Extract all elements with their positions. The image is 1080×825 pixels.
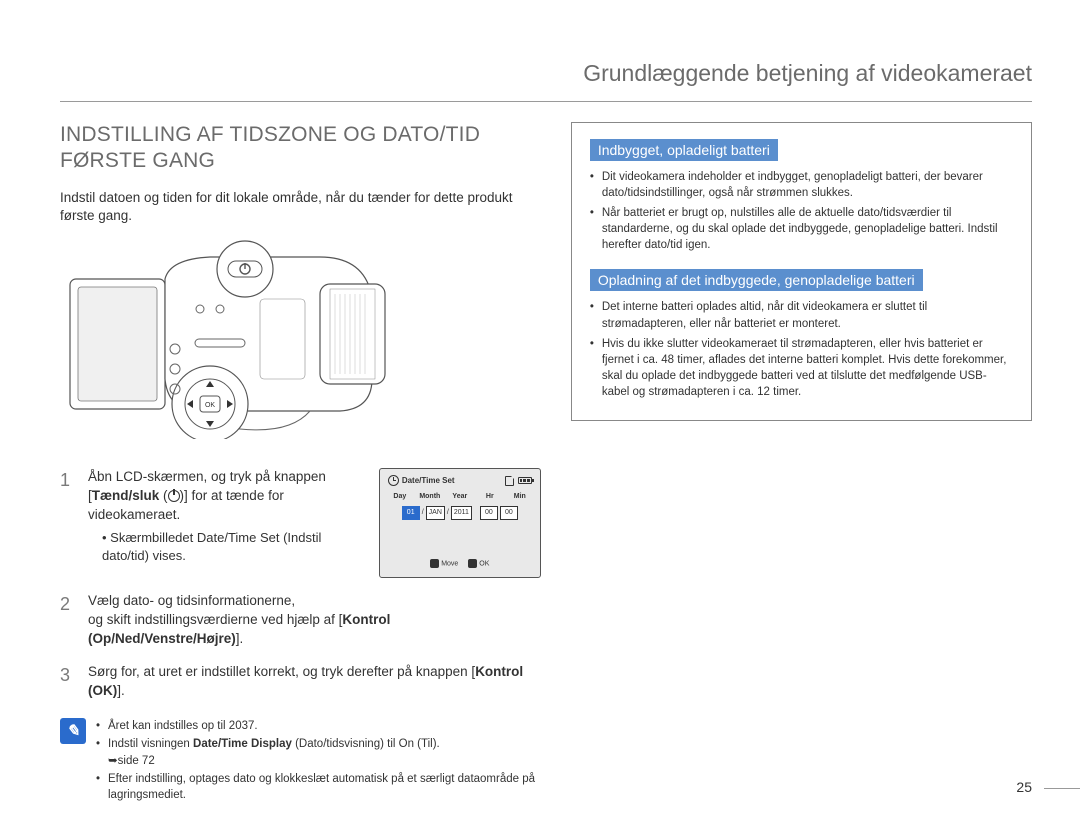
note-icon: ✎	[60, 718, 86, 744]
arrow-icon: ➥	[108, 755, 118, 767]
step-3-number: 3	[60, 663, 78, 701]
step-1-bullet: Skærmbilledet Date/Time Set (Indstil dat…	[102, 529, 365, 565]
note-2c: (Dato/tidsvisning) til On (Til).	[292, 738, 440, 750]
step-1-body: Åbn LCD-skærmen, og tryk på knappen [Tæn…	[88, 468, 365, 565]
box1-title: Indbygget, opladeligt batteri	[590, 139, 778, 161]
step-1-bold: Tænd/sluk	[92, 488, 160, 503]
lcd-title: Date/Time Set	[402, 475, 455, 486]
step-2-body: Vælg dato- og tidsinformationerne, og sk…	[88, 592, 541, 649]
card-icon	[505, 476, 514, 486]
step-2-number: 2	[60, 592, 78, 649]
lcd-hr: 00	[480, 506, 498, 520]
step-2-text-a: og skift indstillingsværdierne ved hjælp…	[88, 612, 342, 627]
note-list: Året kan indstilles op til 2037. Indstil…	[96, 718, 541, 804]
step-3-text-a: Sørg for, at uret er indstillet korrekt,…	[88, 664, 475, 679]
box1-bullet-1: Dit videokamera indeholder et indbygget,…	[590, 169, 1013, 201]
lcd-year: 2011	[451, 506, 472, 520]
lcd-day: 01	[402, 506, 420, 520]
box1-bullet-2: Når batteriet er brugt op, nulstilles al…	[590, 205, 1013, 253]
box2-bullet-1: Det interne batteri oplades altid, når d…	[590, 299, 1013, 331]
lcd-label-hr: Hr	[479, 492, 501, 502]
page-number: 25	[1016, 779, 1032, 795]
left-column: INDSTILLING AF TIDSZONE OG DATO/TID FØRS…	[60, 122, 541, 805]
lcd-label-day: Day	[389, 492, 411, 502]
lcd-min: 00	[500, 506, 518, 520]
lcd-label-year: Year	[449, 492, 471, 502]
section-title: INDSTILLING AF TIDSZONE OG DATO/TID FØRS…	[60, 122, 541, 175]
step-1-text-c: (	[159, 488, 167, 503]
intro-text: Indstil datoen og tiden for dit lokale o…	[60, 189, 541, 225]
lcd-label-month: Month	[419, 492, 441, 502]
ok-icon	[468, 559, 477, 568]
header-rule	[60, 101, 1032, 102]
lcd-label-min: Min	[509, 492, 531, 502]
box2-bullet-2: Hvis du ikke slutter videokameraet til s…	[590, 336, 1013, 400]
lcd-ok: OK	[479, 560, 489, 567]
note-2d: side 72	[118, 755, 155, 767]
step-3-body: Sørg for, at uret er indstillet korrekt,…	[88, 663, 541, 701]
lcd-move: Move	[441, 560, 458, 567]
battery-icon	[518, 477, 532, 484]
lcd-month: JAN	[426, 506, 445, 520]
step-2-line1: Vælg dato- og tidsinformationerne,	[88, 592, 541, 611]
step-2-text-c: ].	[236, 631, 244, 646]
move-icon	[430, 559, 439, 568]
note-1: Året kan indstilles op til 2037.	[96, 718, 541, 734]
page-header-title: Grundlæggende betjening af videokameraet	[60, 60, 1032, 87]
step-1-number: 1	[60, 468, 78, 565]
note-2: Indstil visningen Date/Time Display (Dat…	[96, 736, 541, 768]
note-2b: Date/Time Display	[193, 738, 292, 750]
right-column: Indbygget, opladeligt batteri Dit videok…	[571, 122, 1032, 805]
camera-illustration: OK	[60, 239, 400, 439]
power-icon	[168, 490, 180, 502]
svg-text:OK: OK	[205, 402, 215, 409]
info-box: Indbygget, opladeligt batteri Dit videok…	[571, 122, 1032, 421]
step-3-text-c: ].	[117, 683, 125, 698]
note-2a: Indstil visningen	[108, 738, 193, 750]
note-3: Efter indstilling, optages dato og klokk…	[96, 771, 541, 803]
box2-title: Opladning af det indbyggede, genopladeli…	[590, 269, 923, 291]
page-indicator-line	[1044, 788, 1080, 789]
lcd-sep1: /	[422, 508, 424, 518]
clock-icon	[388, 475, 399, 486]
lcd-screenshot: Date/Time Set Day Month Year Hr	[379, 468, 541, 578]
lcd-sep2: /	[447, 508, 449, 518]
